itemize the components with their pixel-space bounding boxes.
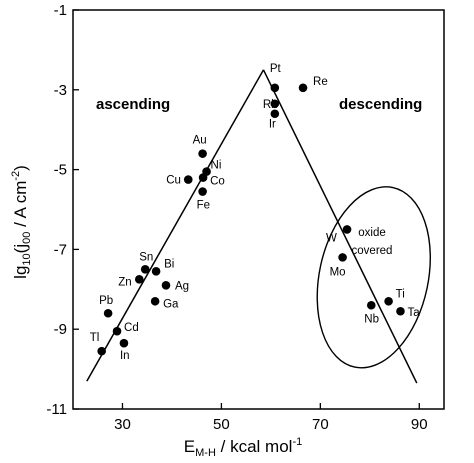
- point-label-zn: Zn: [118, 276, 131, 288]
- x-tick-label: 30: [114, 416, 131, 433]
- point-label-ni: Ni: [211, 160, 222, 172]
- plot-frame: [72, 9, 445, 410]
- point-label-au: Au: [193, 135, 207, 147]
- x-tick-label: 50: [213, 416, 230, 433]
- point-label-pt: Pt: [270, 63, 282, 75]
- point-label-cu: Cu: [166, 175, 181, 187]
- point-label-re: Re: [313, 76, 328, 88]
- data-point-ga: [150, 296, 160, 306]
- ascending-annotation: ascending: [96, 96, 170, 113]
- y-tick-label: -11: [46, 401, 67, 418]
- descending-trend-line: [262, 69, 418, 384]
- point-label-mo: Mo: [330, 266, 346, 278]
- plot-area: 30 50 70 90 -1 -3 -5 -7 -9 -11 Pt Re Rh Ir Au Ni Co Cu Fe S…: [46, 2, 445, 433]
- oxide-covered-region: [316, 186, 431, 369]
- point-label-bi: Bi: [164, 258, 174, 270]
- y-tick-label: -9: [54, 321, 67, 338]
- point-label-ti: Ti: [396, 288, 405, 300]
- data-point-mo: [338, 253, 347, 262]
- point-label-co: Co: [210, 176, 225, 188]
- x-tick-label: 70: [312, 416, 329, 433]
- point-label-ag: Ag: [175, 280, 189, 292]
- point-label-ir: Ir: [269, 119, 276, 131]
- y-axis-title: lg10(j00 / A cm-2): [10, 165, 33, 279]
- x-tick-label: 90: [411, 416, 428, 433]
- y-tick-label: -3: [54, 82, 67, 99]
- data-point-fe: [198, 187, 207, 196]
- data-point-w: [342, 225, 352, 234]
- data-point-zn: [134, 275, 144, 284]
- point-label-rh: Rh: [263, 99, 278, 111]
- data-point-cd: [112, 326, 122, 336]
- data-point-pt: [270, 83, 280, 93]
- y-tick-label: -7: [54, 241, 67, 258]
- y-tick-label: -1: [54, 2, 67, 19]
- data-point-bi: [151, 267, 161, 276]
- oxide-annotation-line-1: oxide: [358, 227, 386, 239]
- data-point-rh: [270, 99, 280, 109]
- x-axis-title: EM-H / kcal mol-1: [184, 436, 302, 459]
- data-point-sn: [140, 265, 150, 274]
- data-point-re: [298, 83, 308, 93]
- data-point-ti: [384, 296, 393, 306]
- data-point-nb: [366, 300, 376, 310]
- data-point-ag: [161, 281, 171, 290]
- point-label-in: In: [120, 350, 130, 362]
- data-point-pb: [103, 308, 113, 318]
- data-point-ta: [396, 306, 405, 316]
- oxide-annotation-line-2: covered: [352, 245, 393, 257]
- point-label-ta: Ta: [407, 307, 420, 319]
- data-point-au: [198, 149, 207, 158]
- point-label-nb: Nb: [364, 313, 379, 325]
- data-point-cu: [183, 175, 193, 184]
- point-label-cd: Cd: [124, 322, 139, 334]
- point-label-pb: Pb: [99, 295, 113, 307]
- point-label-sn: Sn: [139, 251, 153, 263]
- point-label-w: W: [326, 232, 337, 244]
- point-label-ga: Ga: [163, 298, 179, 310]
- descending-annotation: descending: [339, 96, 422, 113]
- ascending-trend-line: [86, 69, 265, 382]
- point-label-tl: Tl: [90, 332, 100, 344]
- data-point-tl: [97, 346, 106, 356]
- data-point-co: [198, 173, 208, 182]
- y-tick-label: -5: [54, 162, 67, 179]
- data-point-ir: [270, 109, 280, 119]
- data-point-in: [119, 338, 129, 348]
- point-label-fe: Fe: [197, 200, 210, 212]
